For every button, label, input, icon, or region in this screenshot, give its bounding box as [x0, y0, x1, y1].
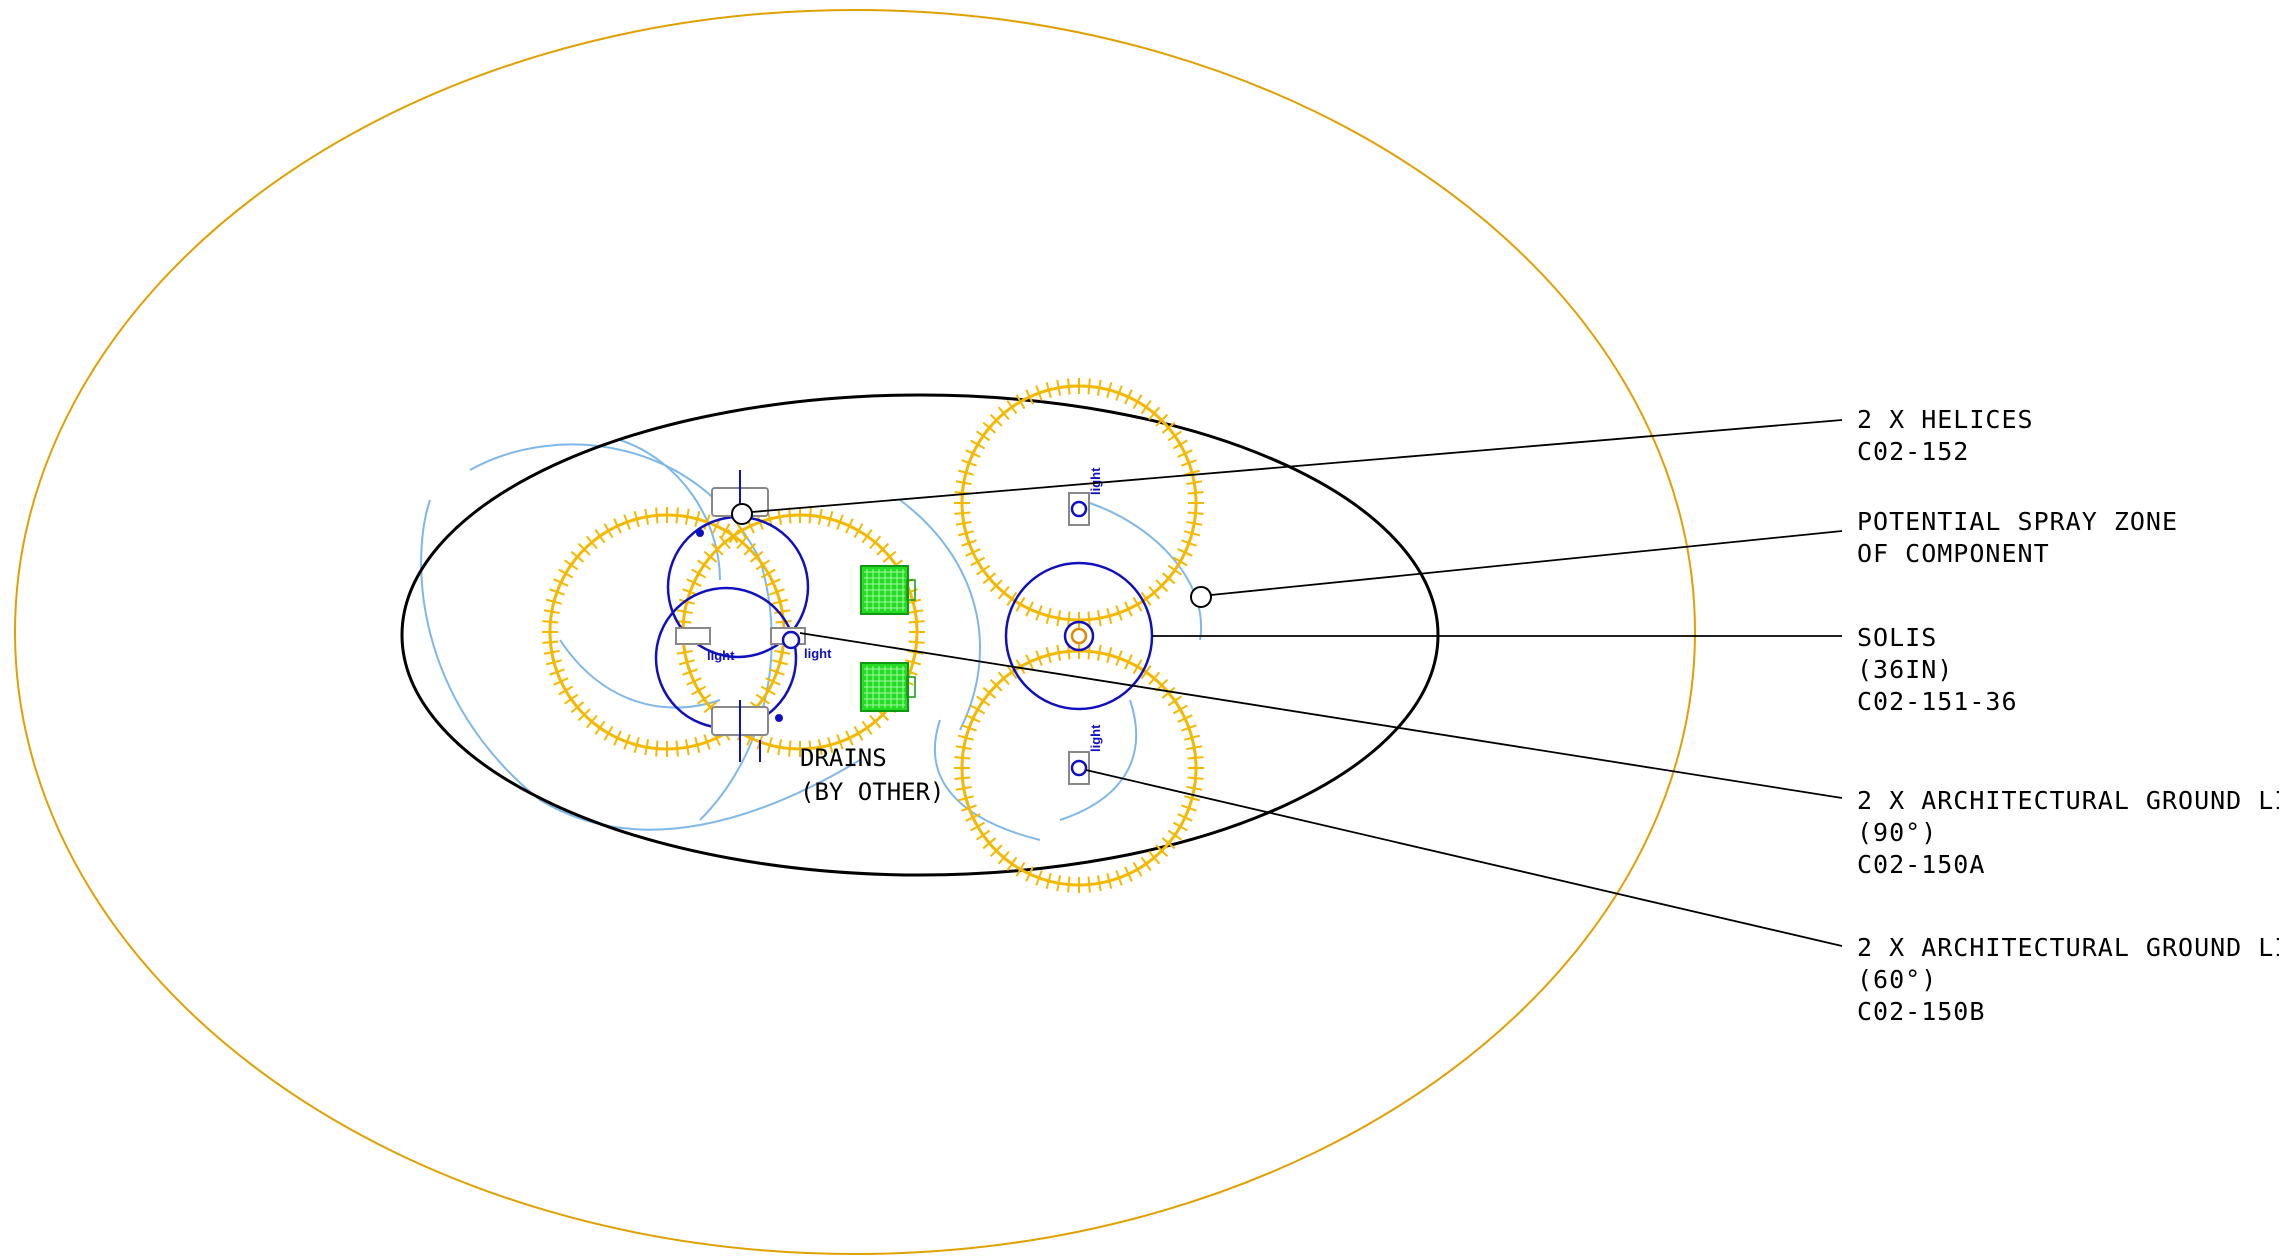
light-housing [675, 627, 711, 645]
leader-light-60 [1085, 769, 1843, 947]
light-label: light [804, 646, 832, 661]
pool-outline-ellipse [400, 393, 1440, 877]
light-fixture-point [1070, 500, 1088, 518]
callout-light60-line3: C02-150B [1857, 997, 1985, 1026]
light-label: light [1088, 467, 1103, 495]
spray-arc [1079, 499, 1203, 641]
callout-solis-line1: SOLIS [1857, 623, 1937, 652]
fixture-housings [675, 487, 1090, 785]
callout-light60-line1: 2 X ARCHITECTURAL GROUND LIGHT [1857, 933, 2279, 962]
spray-zone-marker [1190, 586, 1212, 608]
fixture-points [781, 500, 1088, 777]
light-label: light [1088, 724, 1103, 752]
spray-zone-arcs [420, 439, 1203, 841]
drains-label: DRAINS [800, 744, 887, 772]
callout-helices-line1: 2 X HELICES [1857, 405, 2034, 434]
solis-center-circle [1063, 620, 1095, 652]
leader-light-90 [799, 632, 1843, 799]
callout-solis-line2: (36IN) [1857, 655, 1953, 684]
leader-lines [751, 419, 1843, 947]
callout-light90-line3: C02-150A [1857, 850, 1985, 879]
spray-arc [934, 719, 1041, 841]
helices-marker [731, 503, 753, 525]
nozzle-circles [654, 515, 1154, 730]
drains-sublabel: (BY OTHER) [800, 778, 945, 806]
callout-light60-line2: (60°) [1857, 965, 1937, 994]
spray-arc [559, 639, 721, 709]
callout-labels: 2 X HELICES C02-152 POTENTIAL SPRAY ZONE… [1857, 405, 2279, 1026]
callout-spray-line1: POTENTIAL SPRAY ZONE [1857, 507, 2178, 536]
leader-helices [751, 419, 1843, 513]
callout-solis-line3: C02-151-36 [1857, 687, 2018, 716]
callout-light90-line2: (90°) [1857, 818, 1937, 847]
callout-light90-line1: 2 X ARCHITECTURAL GROUND LIGHT [1857, 786, 2279, 815]
solis-circle [1004, 561, 1154, 711]
callout-spray-line2: OF COMPONENT [1857, 539, 2050, 568]
light-fixture-point [781, 630, 801, 650]
callout-helices-line2: C02-152 [1857, 437, 1969, 466]
spray-arc [1059, 699, 1138, 821]
light-fixture-point [1070, 759, 1088, 777]
spray-arc [420, 499, 861, 831]
solis-center-inner [1070, 627, 1088, 645]
nozzle-dots [696, 529, 783, 722]
spray-arc [899, 499, 981, 731]
leader-spray-zone [1210, 530, 1843, 596]
light-label: light [707, 648, 735, 663]
drain-grates [860, 565, 916, 712]
spray-arc [619, 439, 721, 581]
outer-boundary-ellipse [14, 9, 1696, 1255]
